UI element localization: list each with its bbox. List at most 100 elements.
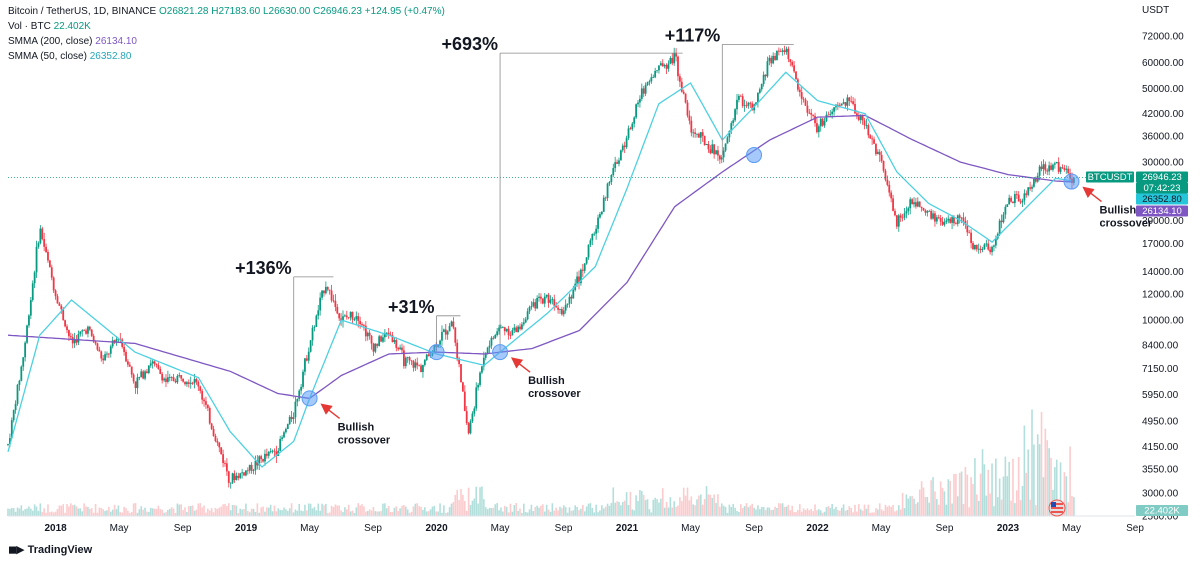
candle-body <box>54 290 57 297</box>
volume-bar <box>526 512 529 516</box>
candle-body <box>450 321 453 327</box>
candle-body <box>787 48 790 60</box>
volume-bar <box>237 512 240 516</box>
candle-body <box>795 71 797 80</box>
candle-body <box>448 326 451 332</box>
candle-body <box>521 324 523 330</box>
candle-body <box>945 220 948 223</box>
volume-bar <box>989 493 991 516</box>
volume-bar <box>496 503 498 516</box>
candle-body <box>22 357 25 367</box>
volume-bar <box>399 508 401 516</box>
candle-body <box>812 114 815 116</box>
candle-body <box>35 246 38 273</box>
price-tag-bg <box>1136 505 1188 516</box>
volume-bar <box>513 505 516 516</box>
volume-bar <box>877 509 879 516</box>
candle-body <box>317 310 320 316</box>
volume-bar <box>958 472 961 516</box>
candle-body <box>836 104 839 106</box>
candle-body <box>361 324 363 326</box>
volume-bar <box>850 507 852 516</box>
crossover-label: crossover <box>1100 218 1153 230</box>
volume-bar <box>336 505 339 516</box>
volume-bar <box>427 511 430 516</box>
candle-body <box>1065 168 1068 170</box>
candle-body <box>264 453 266 462</box>
candle-body <box>90 329 93 336</box>
candle-body <box>370 335 373 344</box>
volume-bar <box>551 503 554 516</box>
candle-body <box>195 379 198 382</box>
candle-body <box>757 92 759 103</box>
candle-body <box>977 248 980 250</box>
us-flag-icon[interactable] <box>1048 499 1066 517</box>
candle-body <box>823 121 826 126</box>
candle-body <box>998 220 1001 234</box>
candle-body <box>1029 187 1032 189</box>
volume-bar <box>1069 446 1071 516</box>
price-tag-smma50: 26352.80 <box>1142 194 1182 205</box>
volume-bar <box>18 508 21 516</box>
volume-bar <box>1054 467 1056 516</box>
volume-bar <box>1000 499 1003 516</box>
candle-body <box>107 353 110 355</box>
candle-body <box>644 85 647 94</box>
volume-bar <box>355 507 358 516</box>
candle-body <box>231 473 234 483</box>
candle-body <box>553 299 556 306</box>
candle-body <box>974 244 976 250</box>
price-scale[interactable]: USDT 72000.00 60000.00 50000.00 42000.00 3600… <box>1142 5 1184 523</box>
gain-label: +31% <box>388 297 435 317</box>
volume-bar <box>608 505 611 516</box>
tradingview-brand[interactable]: ◼▶ TradingView <box>8 543 92 557</box>
candle-body <box>1012 201 1014 204</box>
candle-body <box>665 65 668 69</box>
volume-bar <box>610 502 613 516</box>
candle-body <box>119 338 122 340</box>
candle-body <box>212 428 215 436</box>
price-tag-bg <box>1136 182 1188 194</box>
candle-body <box>878 151 881 155</box>
volume-bar <box>231 505 234 516</box>
volume-bar <box>842 504 845 516</box>
volume-bar <box>292 512 295 516</box>
candle-body <box>989 249 992 253</box>
volume-bar <box>576 507 578 516</box>
time-axis-label: May <box>872 523 891 534</box>
volume-bar <box>968 507 971 516</box>
symbol-row: Bitcoin / TetherUS, 1D, BINANCE O26821.2… <box>8 4 445 19</box>
volume-bar <box>779 503 782 516</box>
candle-body <box>918 201 921 207</box>
volume-bar <box>755 509 757 516</box>
volume-bar <box>456 489 458 516</box>
volume-bar <box>226 505 228 516</box>
candle-body <box>28 315 30 326</box>
volume-bar <box>416 503 419 516</box>
volume-bar <box>321 503 323 516</box>
volume-bar <box>614 502 616 516</box>
candle-body <box>627 128 630 139</box>
candle-body <box>12 410 15 421</box>
volume-bar <box>81 511 84 516</box>
candle-body <box>831 111 834 115</box>
volume-bar <box>285 509 287 516</box>
candle-body <box>562 310 565 315</box>
volume-bar <box>517 510 519 516</box>
candle-body <box>324 286 327 294</box>
volume-bar <box>557 510 559 516</box>
candle-body <box>330 290 333 301</box>
candle-body <box>623 145 626 148</box>
candle-body <box>418 365 421 367</box>
volume-bar <box>861 510 864 516</box>
candle-body <box>18 380 21 385</box>
candle-body <box>1000 220 1003 223</box>
volume-bar <box>452 502 455 516</box>
volume-bar <box>932 477 934 516</box>
candle-body <box>745 105 748 107</box>
candle-body <box>675 52 677 57</box>
volume-bar <box>620 505 622 516</box>
candle-body <box>7 444 9 445</box>
candle-body <box>420 365 422 372</box>
